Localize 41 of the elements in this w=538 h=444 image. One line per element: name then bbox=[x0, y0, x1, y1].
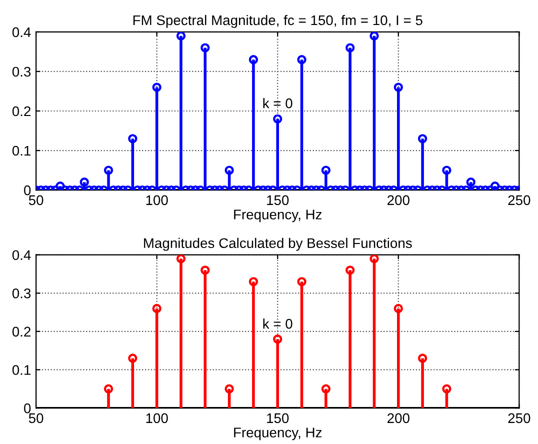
y-tick-label: 0.3 bbox=[12, 66, 31, 77]
x-tick-label: 100 bbox=[146, 195, 168, 206]
point bbox=[394, 304, 403, 314]
point bbox=[418, 354, 428, 363]
chart-title: Magnitudes Calculated by Bessel Functions bbox=[144, 238, 412, 251]
y-tick-label: 0.3 bbox=[12, 288, 31, 298]
x-tick-label: 100 bbox=[146, 413, 168, 424]
y-tick-label: 0.4 bbox=[12, 27, 31, 38]
point bbox=[345, 266, 355, 275]
y-tick-label: 0 bbox=[24, 403, 31, 414]
y-tick-label: 0.1 bbox=[12, 365, 31, 375]
x-tick-label: 150 bbox=[267, 195, 289, 206]
annotation: k = 0 bbox=[263, 318, 292, 329]
y-tick-label: 0.1 bbox=[12, 146, 31, 156]
point bbox=[297, 277, 306, 286]
point bbox=[321, 384, 331, 394]
chart-title: FM Spectral Magnitude, fc = 150, fm = 10, I = 5 bbox=[133, 14, 422, 28]
y-tick-label: 0 bbox=[24, 185, 31, 196]
x-axis-title: Frequency, Hz bbox=[234, 210, 322, 222]
x-tick-label: 250 bbox=[508, 413, 530, 424]
y-tick-label: 0.4 bbox=[12, 250, 31, 260]
point bbox=[370, 254, 379, 264]
point bbox=[224, 384, 234, 394]
point bbox=[128, 354, 138, 363]
point bbox=[104, 384, 114, 394]
x-tick-label: 50 bbox=[28, 413, 44, 424]
x-tick-label: 50 bbox=[28, 195, 44, 206]
y-tick-label: 0.2 bbox=[12, 106, 30, 116]
point bbox=[273, 334, 282, 344]
x-axis-title: Frequency, Hz bbox=[234, 428, 322, 440]
y-tick-label: 0.2 bbox=[12, 326, 30, 337]
point bbox=[442, 384, 452, 394]
point bbox=[200, 266, 210, 275]
annotation: k = 0 bbox=[263, 98, 292, 108]
point bbox=[248, 277, 258, 286]
x-tick-label: 200 bbox=[388, 413, 410, 424]
point bbox=[176, 254, 186, 264]
x-tick-label: 150 bbox=[267, 413, 289, 424]
x-tick-label: 250 bbox=[508, 195, 530, 206]
x-tick-label: 200 bbox=[388, 195, 410, 206]
point bbox=[152, 304, 162, 314]
